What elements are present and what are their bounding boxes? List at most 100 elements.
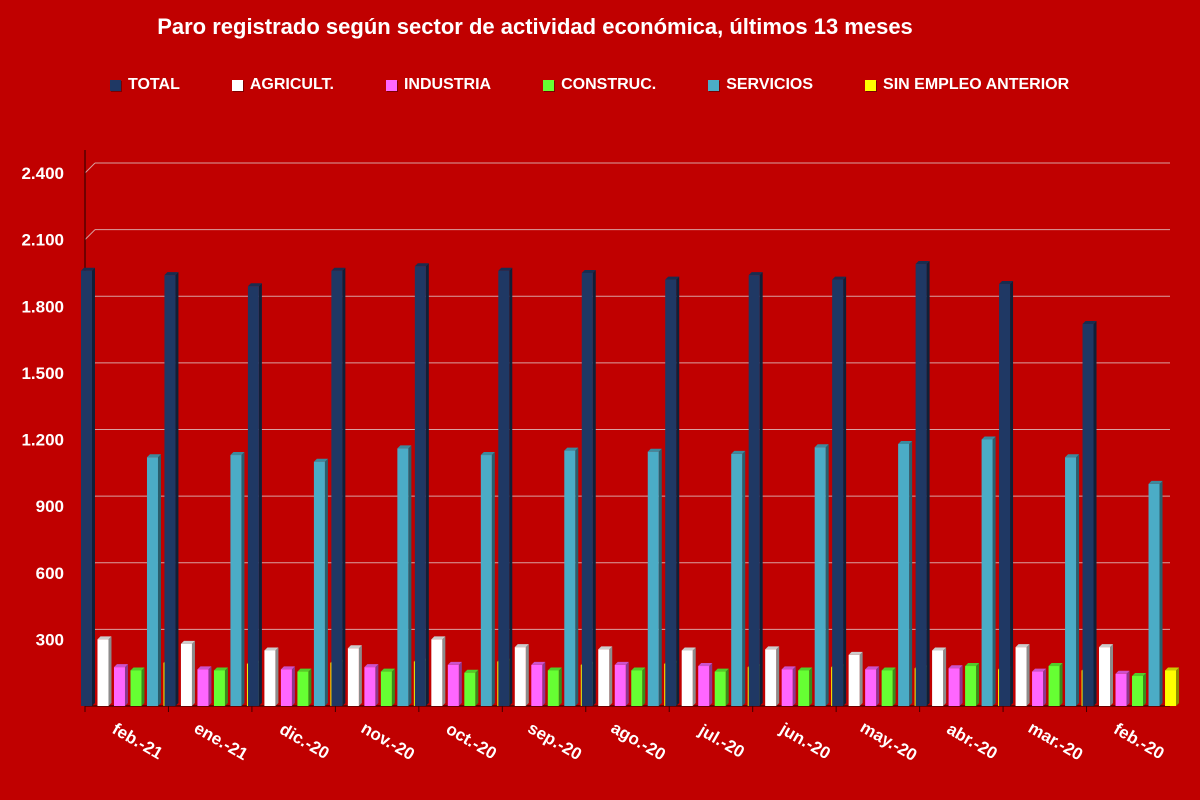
bar-top: [380, 668, 395, 672]
bar-top: [1032, 668, 1047, 672]
bar-top: [397, 445, 412, 449]
bar-top: [714, 668, 729, 672]
legend-swatch: [110, 79, 121, 91]
bar: [1032, 671, 1044, 706]
bar-top: [97, 636, 112, 640]
bar: [313, 461, 325, 706]
bar-top: [464, 669, 479, 673]
y-tick-label: 900: [36, 497, 64, 516]
bar-side: [892, 667, 896, 706]
bar-top: [80, 267, 95, 271]
legend-item-5: SIN EMPLEO ANTERIOR: [865, 76, 1069, 94]
legend-label: TOTAL: [128, 76, 180, 93]
y-tick-label: 2.100: [21, 231, 64, 250]
bar-side: [825, 444, 829, 706]
bar: [1165, 670, 1177, 706]
bar-side: [909, 440, 913, 706]
bar: [948, 668, 960, 706]
bar-top: [647, 448, 662, 452]
bar-side: [992, 436, 996, 706]
bar: [97, 639, 109, 706]
bar: [898, 443, 910, 706]
bar: [1148, 483, 1160, 706]
bar-side: [759, 272, 763, 706]
gridline-depth: [84, 229, 96, 240]
bar: [414, 266, 426, 706]
bar: [280, 669, 292, 706]
bar-top: [848, 651, 863, 655]
gridline-depth: [84, 162, 96, 174]
x-tick-label: nov.-20: [358, 718, 418, 764]
bar-side: [258, 283, 262, 706]
chart-title: Paro registrado según sector de activida…: [157, 14, 913, 39]
bar-top: [230, 452, 245, 456]
bar-side: [792, 666, 796, 706]
bar: [798, 670, 810, 706]
bar-top: [999, 281, 1014, 285]
bar-top: [480, 452, 495, 456]
bar-top: [414, 263, 429, 267]
bar: [464, 672, 476, 706]
bar: [932, 650, 944, 706]
bar-top: [948, 665, 963, 669]
legend-item-0: TOTAL: [110, 76, 180, 94]
bar-side: [91, 267, 95, 706]
bar-top: [498, 267, 513, 271]
bar: [832, 279, 844, 706]
bar-side: [408, 445, 412, 706]
bar-side: [224, 667, 228, 706]
bar: [881, 670, 893, 706]
bar: [999, 284, 1011, 706]
bar-top: [814, 444, 829, 448]
bar-side: [676, 276, 680, 706]
bar: [1132, 676, 1144, 706]
bar-top: [631, 667, 646, 671]
bar-top: [748, 272, 763, 276]
bar-side: [491, 452, 495, 706]
y-tick-label: 1.500: [21, 364, 64, 383]
bar-side: [642, 667, 646, 706]
bar-side: [324, 458, 328, 706]
legend-item-1: AGRICULT.: [231, 76, 334, 94]
bar-side: [342, 267, 346, 706]
bar-top: [1115, 670, 1130, 674]
x-tick-label: mar.-20: [1025, 718, 1086, 764]
bar-top: [614, 661, 629, 665]
bar: [547, 670, 559, 706]
bar: [981, 439, 993, 706]
bar: [113, 667, 125, 706]
bar-top: [581, 269, 596, 273]
bar-side: [425, 263, 429, 706]
bar-top: [197, 666, 212, 670]
chart-legend: TOTAL AGRICULT. INDUSTRIA CONSTRUC. SERVICIO…: [110, 76, 1170, 94]
x-tick-label: abr.-20: [944, 719, 1001, 763]
legend-label: AGRICULT.: [249, 76, 334, 93]
bar-top: [531, 661, 546, 665]
bar-top: [1132, 673, 1147, 677]
bar-side: [809, 667, 813, 706]
bar: [130, 670, 142, 706]
bar-side: [275, 647, 279, 706]
bar-top: [364, 664, 379, 668]
bar-side: [776, 646, 780, 706]
bar-side: [391, 668, 395, 706]
bar: [1048, 666, 1060, 706]
bar: [848, 654, 860, 706]
x-tick-label: oct.-20: [443, 719, 500, 763]
legend-label: SERVICIOS: [726, 76, 814, 93]
x-tick-label: jul.-20: [695, 720, 748, 762]
bar-side: [1143, 673, 1147, 706]
x-tick-label: ene.-21: [191, 718, 251, 764]
bar-side: [509, 267, 513, 706]
bar-top: [113, 664, 128, 668]
bar-top: [347, 645, 362, 649]
bar-side: [124, 664, 128, 706]
bar: [80, 270, 92, 706]
bar-side: [358, 645, 362, 706]
bar-side: [1093, 321, 1097, 706]
bar: [498, 270, 510, 706]
bar: [247, 286, 259, 706]
bar: [1099, 647, 1111, 706]
bar-side: [1176, 667, 1180, 706]
bar: [714, 671, 726, 706]
